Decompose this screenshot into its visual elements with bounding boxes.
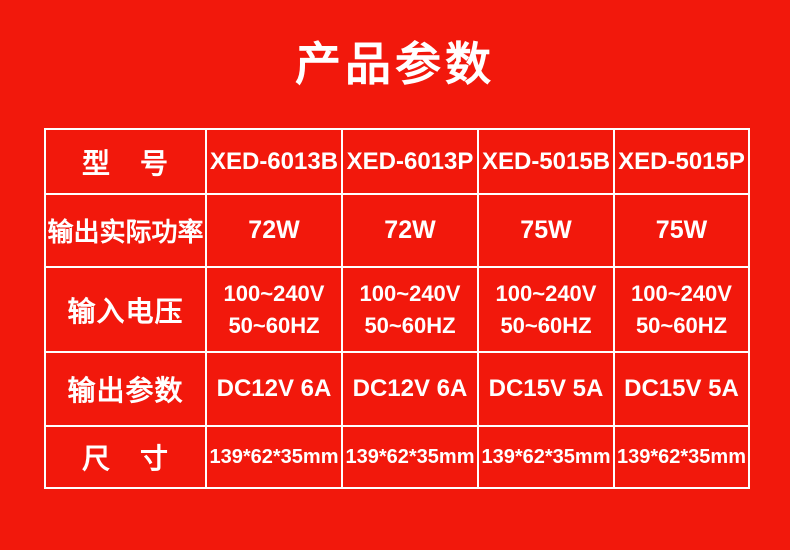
cell-size-2: 139*62*35mm	[341, 425, 479, 489]
cell-voltage-2: 100~240V 50~60HZ	[341, 266, 479, 353]
cell-voltage-4: 100~240V 50~60HZ	[613, 266, 750, 353]
cell-output-2: DC12V 6A	[341, 351, 479, 427]
cell-model-1: XED-6013B	[205, 128, 343, 195]
cell-model-2: XED-6013P	[341, 128, 479, 195]
cell-power-2: 72W	[341, 193, 479, 268]
table-row-model: 型 号 XED-6013B XED-6013P XED-5015B XED-50…	[44, 128, 750, 195]
cell-output-3: DC15V 5A	[477, 351, 615, 427]
table-row-dimensions: 尺 寸 139*62*35mm 139*62*35mm 139*62*35mm …	[44, 425, 750, 489]
row-label-input-voltage: 输入电压	[44, 266, 207, 353]
cell-size-4: 139*62*35mm	[613, 425, 750, 489]
row-label-model: 型 号	[44, 128, 207, 195]
cell-size-3: 139*62*35mm	[477, 425, 615, 489]
cell-output-4: DC15V 5A	[613, 351, 750, 427]
cell-voltage-3: 100~240V 50~60HZ	[477, 266, 615, 353]
table-row-output-params: 输出参数 DC12V 6A DC12V 6A DC15V 5A DC15V 5A	[44, 351, 750, 427]
spec-table: 型 号 XED-6013B XED-6013P XED-5015B XED-50…	[44, 128, 750, 489]
cell-model-3: XED-5015B	[477, 128, 615, 195]
row-label-output-power: 输出实际功率	[44, 193, 207, 268]
cell-size-1: 139*62*35mm	[205, 425, 343, 489]
table-row-output-power: 输出实际功率 72W 72W 75W 75W	[44, 193, 750, 268]
cell-model-4: XED-5015P	[613, 128, 750, 195]
page-title: 产品参数	[295, 38, 495, 90]
cell-output-1: DC12V 6A	[205, 351, 343, 427]
cell-power-3: 75W	[477, 193, 615, 268]
row-label-output-params: 输出参数	[44, 351, 207, 427]
table-row-input-voltage: 输入电压 100~240V 50~60HZ 100~240V 50~60HZ 1…	[44, 266, 750, 353]
row-label-dimensions: 尺 寸	[44, 425, 207, 489]
cell-power-1: 72W	[205, 193, 343, 268]
cell-power-4: 75W	[613, 193, 750, 268]
cell-voltage-1: 100~240V 50~60HZ	[205, 266, 343, 353]
